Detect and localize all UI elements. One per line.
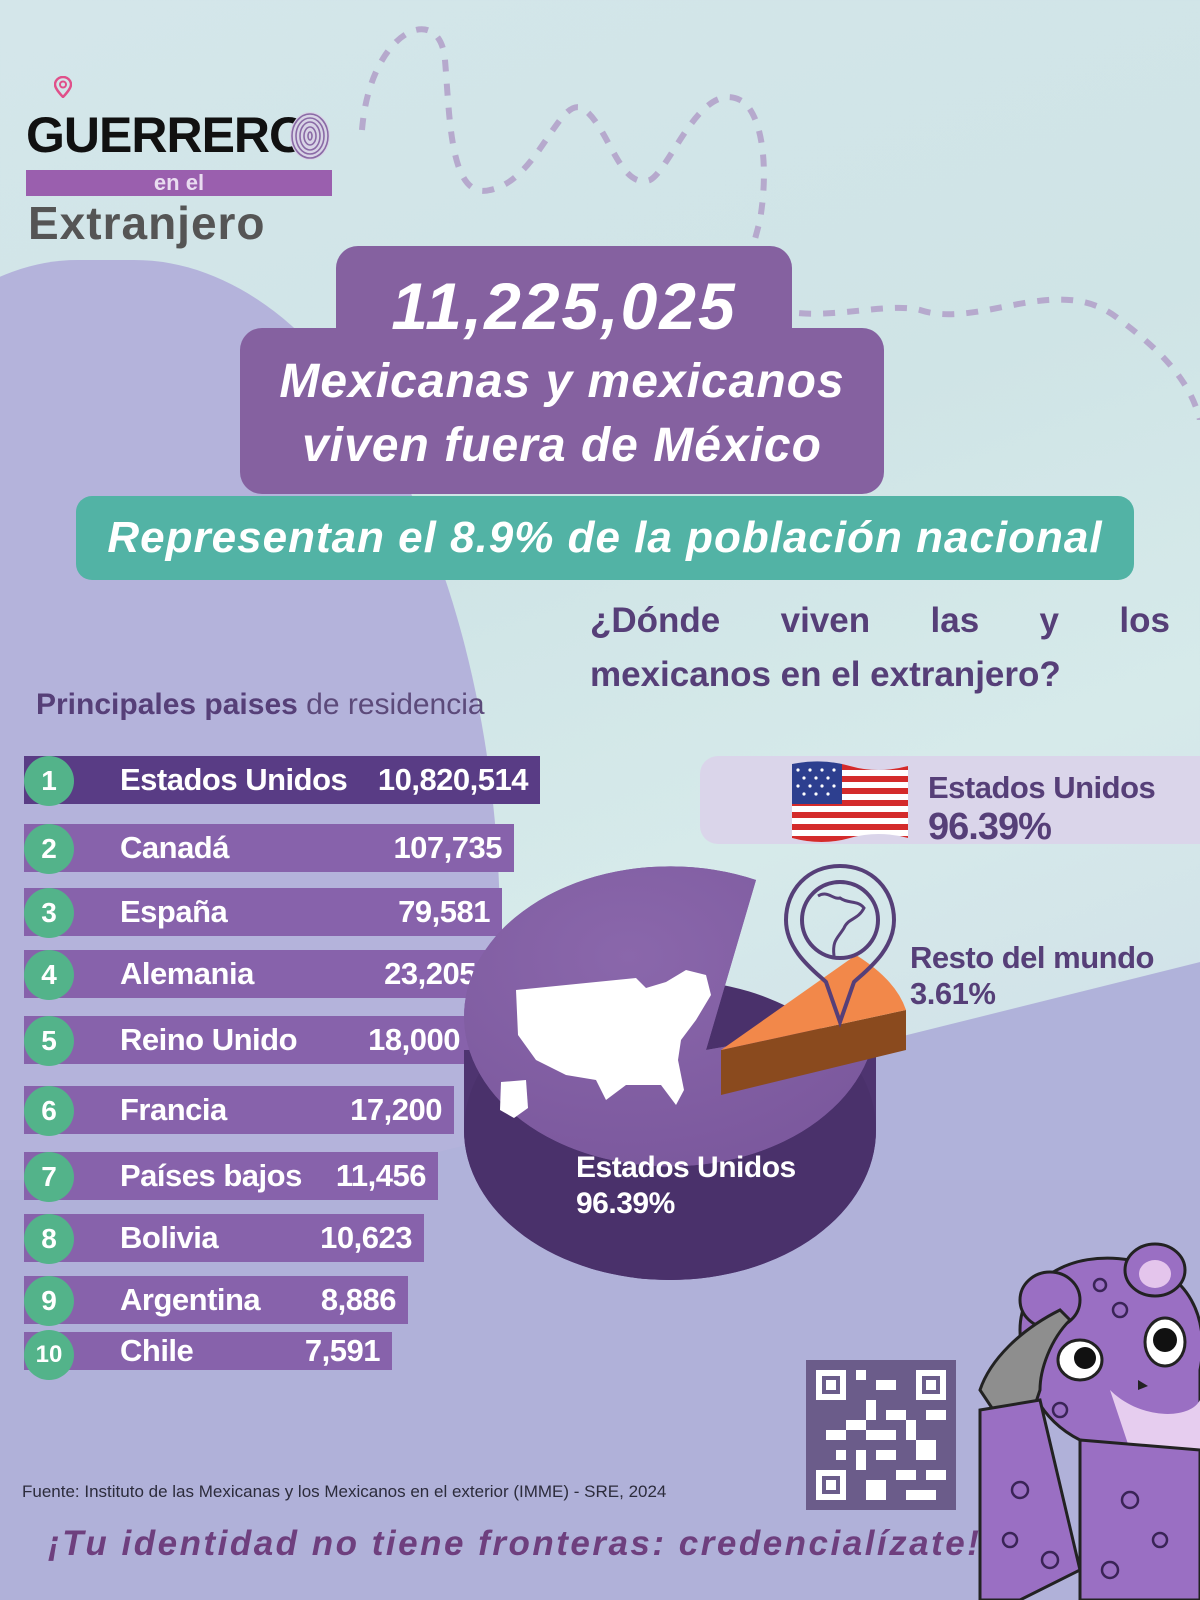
ranking-bar [24,1276,408,1324]
country-name: Chile [120,1333,194,1368]
chart-question: ¿Dónde viven las y los mexicanos en el e… [590,594,1170,702]
rank-badge: 5 [24,1016,74,1066]
qr-code[interactable] [806,1360,956,1510]
us-map-silhouette [516,970,711,1105]
ranking-row: 7 Países bajos 11,456 [24,1152,438,1202]
legend-us-name: Estados Unidos [928,770,1156,805]
total-migrants-number: 11,225,025 [391,269,737,343]
rank-badge: 9 [24,1276,74,1326]
ranking-row: 3 España 79,581 [24,888,502,938]
rank-badge: 10 [24,1330,74,1380]
ranking-bar [24,1214,424,1262]
pie-chart [464,866,906,1280]
us-legend-box [700,756,1200,844]
pie-label-estados-unidos: Estados Unidos 96.39% [576,1151,796,1220]
country-value: 10,623 [320,1220,412,1255]
country-name: Países bajos [120,1158,302,1193]
jaguar-mascot-illustration [978,1242,1200,1600]
rank-badge: 8 [24,1214,74,1264]
rank-badge: 4 [24,950,74,1000]
rank-badge: 6 [24,1086,74,1136]
headline-line-1: Mexicanas y mexicanos [279,355,845,408]
us-flag-icon [792,761,908,842]
country-name: Reino Unido [120,1022,298,1057]
ranking-row: 10 Chile 7,591 [24,1330,392,1380]
logo-subtitle-bar: en el [26,170,332,196]
country-name: Alemania [120,956,254,991]
country-value: 23,205 [384,956,476,991]
question-line-2: mexicanos en el extranjero? [590,655,1061,694]
ranking-bar [24,888,502,936]
ranking-bar [24,1332,392,1370]
source-citation: Fuente: Instituto de las Mexicanas y los… [22,1482,667,1501]
rank-badge: 2 [24,824,74,874]
legend-us-percentage: 96.39% [928,806,1052,848]
question-line-1: ¿Dónde viven las y los [590,601,1170,640]
country-value: 8,886 [320,1282,397,1317]
logo-title: GUERRERO [26,107,308,163]
rank-badge: 1 [24,756,74,806]
ranking-bar [24,950,488,998]
headline-text: Mexicanas y mexicanos viven fuera de Méx… [240,350,884,478]
ranking-bar [24,1086,454,1134]
rank-badge: 3 [24,888,74,938]
country-name: Bolivia [120,1220,219,1255]
ranking-row: 4 Alemania 23,205 [24,950,488,1000]
headline-line-2: viven fuera de México [302,419,822,472]
country-name: Canadá [120,830,229,865]
ranking-row: 8 Bolivia 10,623 [24,1214,424,1264]
country-value: 18,000 [368,1022,460,1057]
country-name: Argentina [120,1282,261,1317]
ranking-row: 5 Reino Unido 18,000 [24,1016,472,1066]
ranking-row: 2 Canadá 107,735 [24,824,514,874]
legend-rest-of-world: Resto del mundo 3.61% [910,940,1154,1011]
ranking-row: 6 Francia 17,200 [24,1086,454,1136]
country-value: 10,820,514 [377,762,529,797]
ranking-row: 9 Argentina 8,886 [24,1276,408,1326]
country-value: 17,200 [350,1092,442,1127]
fingerprint-icon [290,112,330,160]
country-value: 107,735 [393,830,502,865]
country-name: Francia [120,1092,227,1127]
ranking-bar [24,756,540,804]
globe-location-pin-icon [783,863,897,1029]
country-value: 11,456 [335,1158,427,1193]
headline-box [240,328,884,494]
ranking-bar [24,1152,438,1200]
slogan: ¡Tu identidad no tiene fronteras: creden… [48,1524,982,1563]
location-pin-icon [54,76,72,98]
population-percentage-banner: Representan el 8.9% de la población naci… [76,496,1134,580]
country-value: 79,581 [398,894,490,929]
country-value: 7,591 [304,1333,381,1368]
ranking-bar [24,824,514,872]
country-name: Estados Unidos [120,762,348,797]
ranking-row: 1 Estados Unidos 10,820,514 [24,756,540,806]
ranking-title: Principales paises de residencia [36,688,485,721]
ranking-bar [24,1016,472,1064]
logo-title-extranjero: Extranjero [28,197,266,249]
rank-badge: 7 [24,1152,74,1202]
qr-code-icon [816,1370,946,1500]
country-name: España [120,894,228,929]
